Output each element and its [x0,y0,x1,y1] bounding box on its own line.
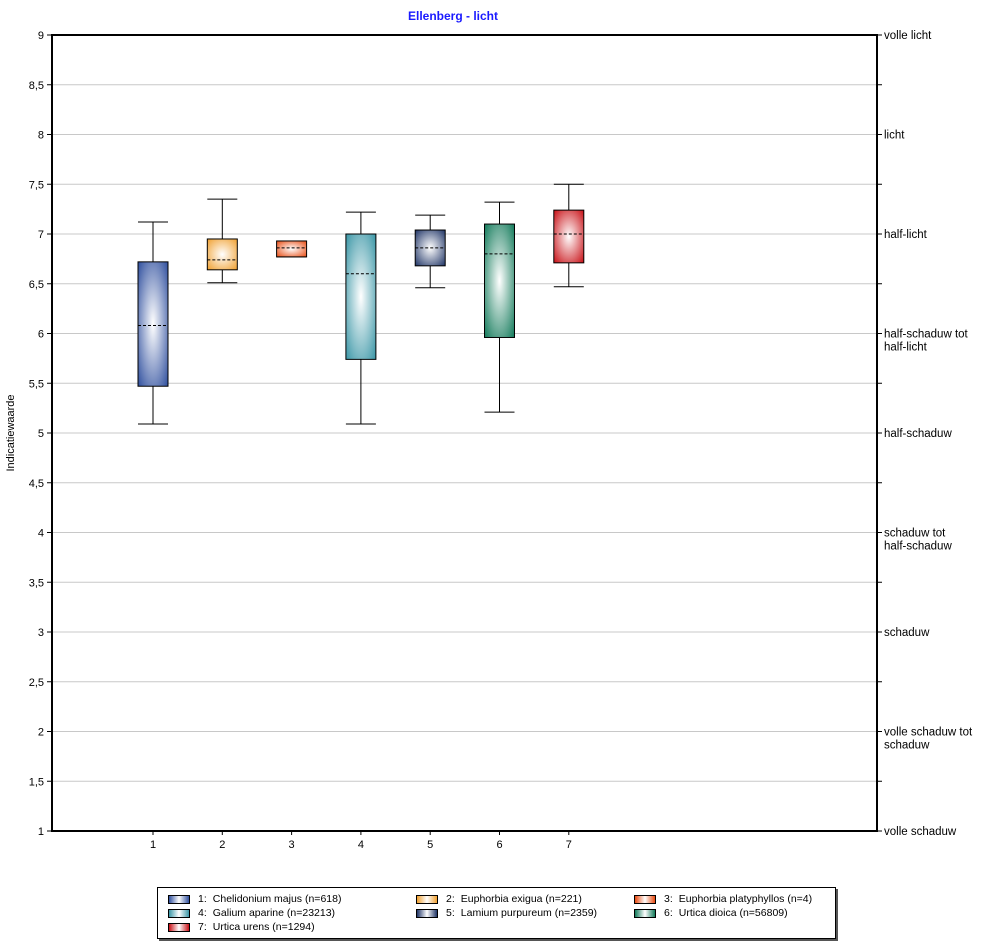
legend-number: 2: [446,893,455,905]
x-tick-label: 5 [427,839,433,851]
box-body [137,261,169,387]
right-axis-label: half-licht [884,229,928,241]
grid-lines [52,84,877,782]
right-axis-label: half-schaduw [884,428,952,440]
x-axis: 1 2 3 4 5 6 7 [150,831,572,851]
legend-swatch [416,895,438,904]
y-tick-label: 5 [38,428,44,440]
right-axis-label: volle schaduw [884,826,957,838]
right-axis-label: volle licht [884,30,932,42]
box-1 [137,221,169,425]
box-body [484,223,515,338]
y-tick-label: 3 [38,627,44,639]
legend-label: Chelidonium majus (n=618) [212,893,342,905]
right-axis-label: schaduw [884,627,930,639]
right-axis-label: half-schaduw [884,541,952,553]
right-axis-label: schaduw tot [884,528,946,540]
boxes [137,183,585,425]
legend-label: Lamium purpureum (n=2359) [460,907,598,919]
y-tick-label: 5,5 [29,378,44,390]
y-tick-label: 6 [38,329,44,341]
y-tick-label: 3,5 [29,577,44,589]
right-axis-label: schaduw [884,740,930,752]
legend-number: 5: [446,907,455,919]
legend-label: Urtica urens (n=1294) [212,921,315,933]
right-axis-label: half-licht [884,342,928,354]
y-tick-label: 1 [38,826,44,838]
legend-label: Galium aparine (n=23213) [212,907,336,919]
legend-number: 6: [664,907,673,919]
legend-number: 1: [198,893,207,905]
right-axis-label: licht [884,130,905,142]
y-tick-label: 6,5 [29,279,44,291]
legend-swatch [634,895,656,904]
legend-swatch [168,923,190,932]
legend-swatch [168,895,190,904]
legend-number: 3: [664,893,673,905]
legend: 1: Chelidonium majus (n=618) 2: Euphorbia e… [157,887,836,939]
box-body [553,209,585,264]
legend-item: 2: Euphorbia exigua (n=221) [416,893,634,906]
y-tick-label: 4 [38,528,44,540]
box-body [345,233,377,360]
box-3 [276,240,308,258]
legend-item: 6: Urtica dioica (n=56809) [634,907,834,920]
legend-item: 5: Lamium purpureum (n=2359) [416,907,634,920]
legend-item: 7: Urtica urens (n=1294) [168,921,416,934]
y-axis-label: Indicatiewaarde [5,394,17,471]
legend-label: Urtica dioica (n=56809) [678,907,788,919]
y-tick-label: 2,5 [29,677,44,689]
legend-swatch [634,909,656,918]
legend-item: 3: Euphorbia platyphyllos (n=4) [634,893,834,906]
box-2 [206,198,238,284]
y-tick-label: 8 [38,130,44,142]
right-axis-label: half-schaduw tot [884,329,969,341]
y-tick-label: 2 [38,727,44,739]
legend-item: 1: Chelidonium majus (n=618) [168,893,416,906]
y-tick-label: 1,5 [29,776,44,788]
legend-number: 7: [198,921,207,933]
boxplot-chart: Ellenberg - licht 1 1,5 2 2,5 3 3,5 4 4,5 5 5,5 6 6… [5,9,973,851]
x-tick-label: 4 [358,839,364,851]
box-body [206,238,238,271]
legend-swatch [168,909,190,918]
box-6 [484,201,515,413]
legend-number: 4: [198,907,207,919]
y-tick-label: 8,5 [29,80,44,92]
box-7 [553,183,585,288]
x-tick-label: 1 [150,839,156,851]
y-tick-label: 7 [38,229,44,241]
y-tick-label: 4,5 [29,478,44,490]
chart-title: Ellenberg - licht [408,9,498,23]
x-tick-label: 6 [496,839,502,851]
y-tick-label: 7,5 [29,179,44,191]
x-tick-label: 7 [566,839,572,851]
x-tick-label: 2 [219,839,225,851]
y-tick-label: 9 [38,30,44,42]
legend-swatch [416,909,438,918]
box-body [276,240,308,258]
box-4 [345,211,377,425]
legend-label: Euphorbia platyphyllos (n=4) [678,893,813,905]
legend-item: 4: Galium aparine (n=23213) [168,907,416,920]
right-axis-label: volle schaduw tot [884,727,973,739]
box-5 [414,214,446,289]
x-tick-label: 3 [289,839,295,851]
legend-label: Euphorbia exigua (n=221) [460,893,582,905]
y-axis: 1 1,5 2 2,5 3 3,5 4 4,5 5 5,5 6 6,5 7 7,5 8 8,5 9 [29,30,52,838]
